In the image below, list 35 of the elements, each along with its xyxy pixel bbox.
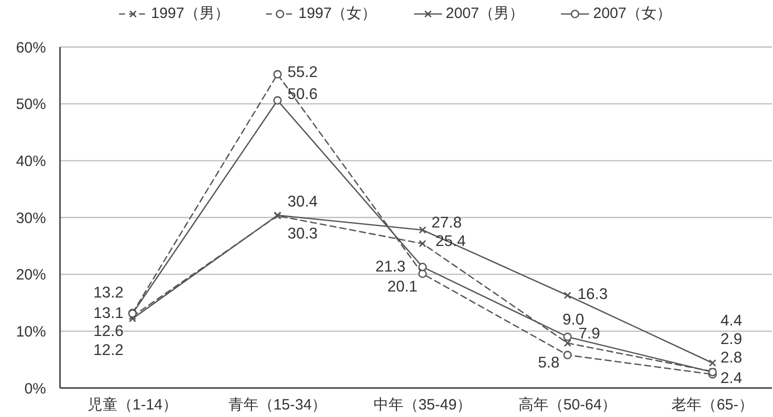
data-label: 21.3 bbox=[375, 258, 406, 276]
y-tick-label: 50% bbox=[16, 96, 46, 114]
data-label: 2.9 bbox=[720, 331, 742, 348]
data-label: 7.9 bbox=[578, 326, 600, 343]
x-tick-label: 老年（65-） bbox=[672, 396, 754, 414]
legend-label: 1997（男） bbox=[151, 4, 230, 23]
data-label: 55.2 bbox=[288, 64, 318, 81]
data-label: 4.4 bbox=[720, 312, 742, 330]
data-label: 27.8 bbox=[432, 214, 462, 232]
data-label: 9.0 bbox=[562, 311, 584, 328]
y-tick-label: 40% bbox=[16, 152, 46, 170]
data-label: 16.3 bbox=[578, 286, 608, 303]
data-label: 12.6 bbox=[93, 322, 124, 340]
y-tick-label: 30% bbox=[16, 210, 46, 227]
data-label: 30.3 bbox=[288, 225, 318, 242]
x-tick-label: 中年（35-49） bbox=[373, 396, 472, 414]
data-label: 2.8 bbox=[720, 350, 742, 367]
legend-label: 2007（男） bbox=[446, 4, 524, 23]
y-tick-label: 10% bbox=[16, 323, 46, 340]
data-label: 50.6 bbox=[288, 86, 318, 103]
data-label: 20.1 bbox=[387, 278, 418, 296]
data-label: 5.8 bbox=[538, 354, 560, 372]
data-label: 13.2 bbox=[93, 284, 124, 302]
x-tick-label: 青年（15-34） bbox=[228, 396, 327, 414]
legend-label: 2007（女） bbox=[593, 4, 672, 23]
y-tick-label: 20% bbox=[16, 266, 46, 284]
x-tick-label: 児童（1-14） bbox=[87, 396, 178, 414]
legend-label: 1997（女） bbox=[298, 4, 377, 23]
data-label: 12.2 bbox=[93, 342, 124, 360]
data-label: 2.4 bbox=[720, 370, 742, 387]
data-label: 13.1 bbox=[93, 305, 124, 322]
x-tick-label: 高年（50-64） bbox=[518, 396, 617, 414]
data-label: 30.4 bbox=[288, 194, 318, 211]
y-tick-label: 60% bbox=[16, 39, 46, 56]
y-tick-label: 0% bbox=[24, 380, 46, 398]
